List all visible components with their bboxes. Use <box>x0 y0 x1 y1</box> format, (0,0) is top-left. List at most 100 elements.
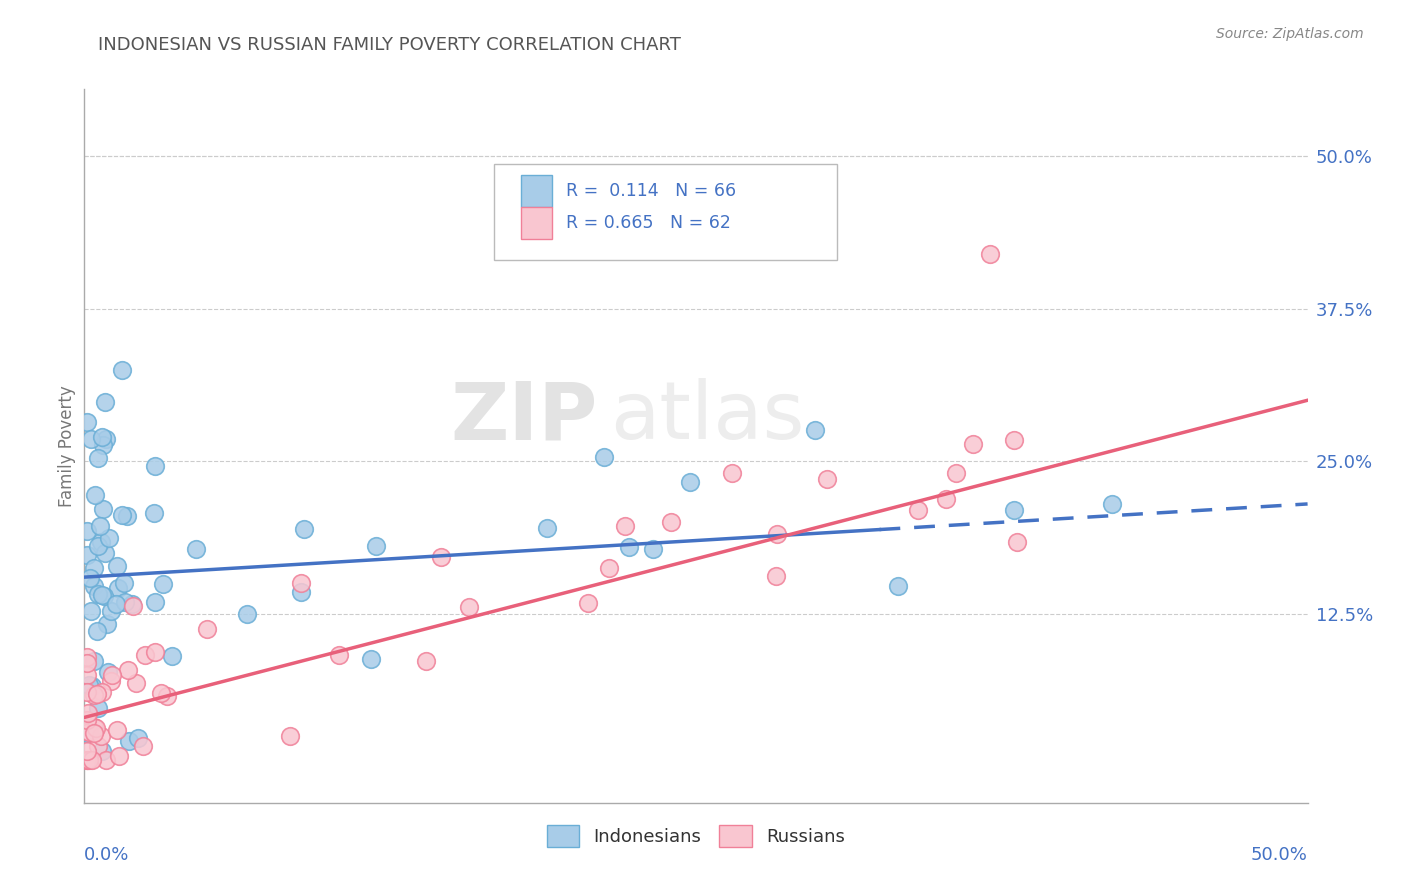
Point <box>91 684 114 698</box>
Point <box>105 723 128 738</box>
Point <box>83 720 105 734</box>
Point <box>87 451 110 466</box>
Text: 50.0%: 50.0% <box>1251 846 1308 863</box>
Point <box>84 488 107 502</box>
Point <box>114 595 136 609</box>
Point <box>887 579 910 593</box>
Point <box>186 542 208 557</box>
Point <box>429 550 451 565</box>
Point <box>86 687 108 701</box>
Point <box>979 247 1001 261</box>
Point <box>100 673 122 688</box>
Point <box>89 519 111 533</box>
Point <box>162 648 184 663</box>
Point <box>80 604 103 618</box>
Point <box>93 502 115 516</box>
Point <box>80 679 103 693</box>
Point <box>83 578 105 592</box>
Point <box>93 589 115 603</box>
Point <box>679 475 702 489</box>
Point <box>156 689 179 703</box>
Point <box>364 540 387 554</box>
Point <box>94 433 117 447</box>
Point <box>82 753 104 767</box>
Point <box>87 540 110 554</box>
Bar <box>522 175 551 207</box>
Point <box>87 701 110 715</box>
Point <box>121 599 143 613</box>
Point <box>195 622 218 636</box>
Text: Source: ZipAtlas.com: Source: ZipAtlas.com <box>1216 27 1364 41</box>
Point <box>125 676 148 690</box>
Point <box>143 595 166 609</box>
Point <box>76 726 98 740</box>
Point <box>290 584 312 599</box>
Point <box>127 731 149 746</box>
Point <box>415 655 437 669</box>
Point <box>614 519 637 533</box>
Point <box>76 524 98 538</box>
Point <box>111 508 134 522</box>
Point <box>117 508 139 523</box>
Point <box>76 650 98 665</box>
Point <box>117 664 139 678</box>
Point <box>76 685 98 699</box>
Point <box>278 729 301 743</box>
Point <box>76 753 98 767</box>
Y-axis label: Family Poverty: Family Poverty <box>58 385 76 507</box>
Point <box>79 571 101 585</box>
Point <box>236 607 259 621</box>
Point <box>118 733 141 747</box>
Point <box>91 744 114 758</box>
Point <box>815 471 838 485</box>
Point <box>76 549 98 563</box>
Point <box>617 541 640 555</box>
Point <box>598 561 620 575</box>
Point <box>112 575 135 590</box>
Point <box>96 617 118 632</box>
Point <box>328 648 350 662</box>
Point <box>77 725 100 739</box>
Point <box>360 652 382 666</box>
Point <box>94 394 117 409</box>
Point <box>93 546 115 560</box>
Point <box>87 587 110 601</box>
Point <box>97 665 120 680</box>
Point <box>76 744 98 758</box>
Point <box>143 645 166 659</box>
Point <box>152 577 174 591</box>
Legend: Indonesians, Russians: Indonesians, Russians <box>540 818 852 855</box>
Point <box>77 678 100 692</box>
Text: atlas: atlas <box>610 378 804 457</box>
Bar <box>522 207 551 239</box>
Point <box>945 466 967 480</box>
Point <box>807 186 830 200</box>
Point <box>142 506 165 520</box>
Point <box>659 515 682 529</box>
Point <box>96 753 118 767</box>
Point <box>76 753 98 767</box>
Point <box>1101 497 1123 511</box>
Point <box>86 739 108 753</box>
Point <box>121 597 143 611</box>
Point <box>76 656 98 670</box>
Point <box>104 597 127 611</box>
Point <box>721 466 744 480</box>
Text: R = 0.665   N = 62: R = 0.665 N = 62 <box>567 214 731 232</box>
Point <box>76 415 98 429</box>
Point <box>576 596 599 610</box>
Point <box>765 568 787 582</box>
Point <box>593 450 616 465</box>
Point <box>150 685 173 699</box>
Point <box>91 430 114 444</box>
Point <box>76 713 98 727</box>
Point <box>90 729 112 743</box>
FancyBboxPatch shape <box>494 164 837 260</box>
Point <box>107 581 129 595</box>
Point <box>134 648 156 662</box>
Point <box>83 560 105 574</box>
Point <box>83 654 105 668</box>
Point <box>457 600 479 615</box>
Point <box>90 534 112 549</box>
Point <box>292 522 315 536</box>
